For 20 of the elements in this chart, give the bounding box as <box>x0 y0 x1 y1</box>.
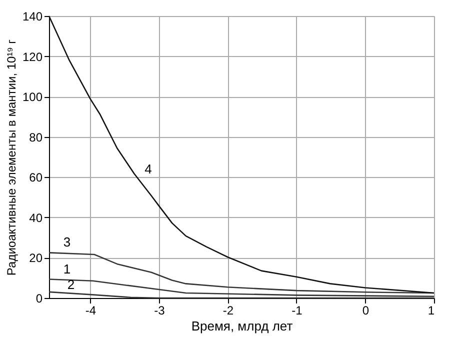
x-tick-label: -1 <box>292 304 303 318</box>
y-tick-label: 80 <box>29 130 43 144</box>
series-label: 2 <box>67 276 75 292</box>
x-axis-title: Время, млрд лет <box>191 318 293 334</box>
x-tick-label: -2 <box>222 304 234 318</box>
y-tick-label: 140 <box>22 10 43 24</box>
y-tick-label: 60 <box>29 170 43 185</box>
x-tick-label: 0 <box>362 304 370 318</box>
y-tick-label: 120 <box>22 50 43 64</box>
series-label: 4 <box>144 162 152 177</box>
x-tick-label: -3 <box>154 304 166 318</box>
series-label: 3 <box>63 234 71 250</box>
y-axis-title: Радиоактивные элементы в мантии, 10¹⁹ г <box>4 38 18 276</box>
y-tick-label: 20 <box>29 251 43 266</box>
y-tick-label: 100 <box>22 90 43 104</box>
series-label: 1 <box>63 261 71 276</box>
x-tick-label: -4 <box>85 304 96 318</box>
y-tick-label: 40 <box>29 210 43 225</box>
x-tick-label: 1 <box>428 304 435 318</box>
y-tick-label: 0 <box>36 292 43 306</box>
